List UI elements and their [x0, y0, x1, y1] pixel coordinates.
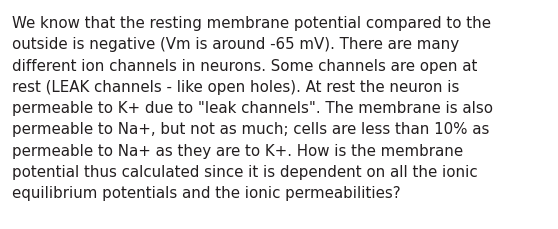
Text: We know that the resting membrane potential compared to the
outside is negative : We know that the resting membrane potent…	[12, 16, 493, 200]
